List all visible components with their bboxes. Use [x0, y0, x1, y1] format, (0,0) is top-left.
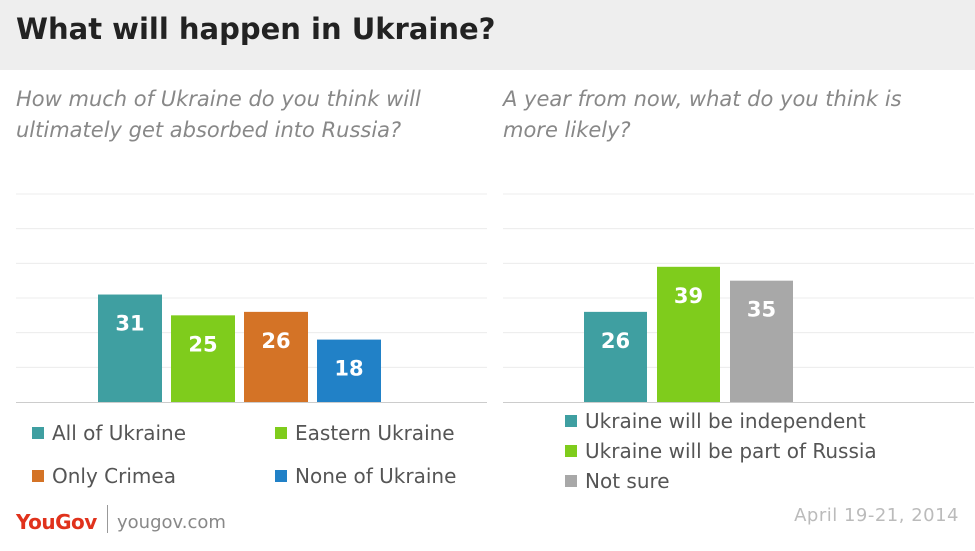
survey-date: April 19-21, 2014: [794, 505, 959, 526]
bar-value-label: 35: [747, 298, 776, 322]
legend-swatch: [565, 444, 577, 457]
footer-divider: [107, 505, 108, 533]
chart-1-question: How much of Ukraine do you think will ul…: [16, 87, 421, 142]
legend-item: All of Ukraine: [32, 421, 186, 445]
bar-value-label: 18: [334, 357, 363, 381]
legend-label: Only Crimea: [52, 464, 176, 488]
legend-item: None of Ukraine: [275, 464, 456, 488]
legend-label: Not sure: [585, 469, 670, 493]
bar-value-label: 26: [261, 329, 290, 353]
bar-value-label: 39: [674, 284, 703, 308]
bar-2-2: [657, 266, 720, 402]
bar-value-label: 26: [601, 329, 630, 353]
yougov-logo: YouGov: [16, 510, 97, 534]
bar-1-4: [317, 339, 381, 402]
legend-label: Ukraine will be independent: [585, 409, 866, 433]
bar-1-1: [98, 294, 162, 402]
footer-url: yougov.com: [117, 512, 226, 533]
legend-label: Ukraine will be part of Russia: [585, 439, 877, 463]
chart-2-question: A year from now, what do you think is mo…: [503, 87, 902, 142]
legend-swatch: [32, 469, 44, 482]
legend-swatch: [565, 474, 577, 487]
legend-item: Only Crimea: [32, 464, 176, 488]
legend-swatch: [275, 426, 287, 439]
bar-value-label: 31: [115, 312, 144, 336]
header-bar: What will happen in Ukraine?: [0, 0, 975, 70]
bar-2-1: [584, 311, 647, 402]
legend-item: Not sure: [565, 469, 670, 493]
legend-item: Ukraine will be part of Russia: [565, 439, 877, 463]
legend-label: Eastern Ukraine: [295, 421, 455, 445]
legend-item: Ukraine will be independent: [565, 409, 866, 433]
legend-swatch: [32, 426, 44, 439]
legend-swatch: [275, 469, 287, 482]
bar-value-label: 25: [188, 332, 217, 356]
page-title: What will happen in Ukraine?: [16, 12, 496, 46]
legend-label: All of Ukraine: [52, 421, 187, 445]
legend-swatch: [565, 414, 577, 427]
legend-item: Eastern Ukraine: [275, 421, 455, 445]
legend-label: None of Ukraine: [295, 464, 457, 488]
bar-2-3: [730, 280, 793, 402]
bar-1-2: [171, 315, 235, 402]
bar-1-3: [244, 311, 308, 402]
